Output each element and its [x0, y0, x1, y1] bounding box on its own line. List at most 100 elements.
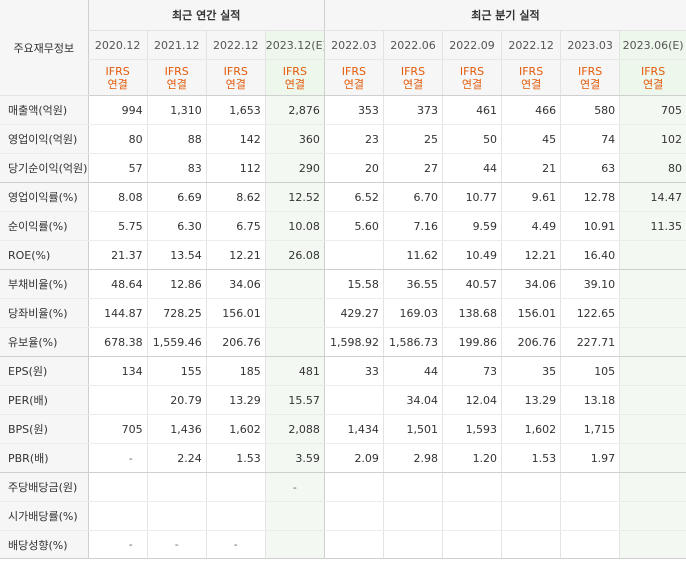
- value-cell: 1,653: [205, 95, 266, 125]
- ifrs-label: IFRS: [459, 64, 485, 78]
- header-group-row: 주요재무정보 최근 연간 실적 최근 분기 실적: [0, 0, 686, 96]
- value-cell: 88: [146, 124, 207, 154]
- value-cell: [264, 530, 325, 559]
- value-cell: 1,593: [441, 414, 502, 444]
- value-cell: 15.58: [323, 269, 384, 299]
- value-cell: 1,436: [146, 414, 207, 444]
- value-cell: 13.29: [205, 385, 266, 415]
- row-label: 당기순이익(억원): [0, 153, 89, 183]
- value-cell: [264, 327, 325, 357]
- table-body: 매출액(억원) 994 1,310 1,653 2,876 353 373 461 466 580…: [0, 95, 686, 559]
- value-cell: 705: [87, 414, 148, 444]
- value-cell: 10.08: [264, 211, 325, 241]
- value-cell: 2.09: [323, 443, 384, 473]
- accounting-standard-header: IFRS 연결: [560, 59, 620, 96]
- value-cell: [501, 530, 561, 559]
- value-cell: 6.70: [382, 182, 443, 212]
- consolidated-label: 연결: [343, 77, 365, 91]
- ifrs-label: IFRS: [518, 64, 544, 78]
- value-cell: 1.97: [560, 443, 620, 473]
- consolidated-label: 연결: [402, 77, 424, 91]
- value-cell: 50: [441, 124, 502, 154]
- annual-group-header: 최근 연간 실적: [87, 0, 325, 31]
- value-cell: 21: [501, 153, 561, 183]
- value-cell: 16.40: [560, 240, 620, 270]
- value-cell: 57: [87, 153, 148, 183]
- period-header: 2023.12(E): [264, 30, 325, 60]
- row-label: PER(배): [0, 385, 89, 415]
- period-header: 2022.12: [205, 30, 266, 60]
- row-label: 주당배당금(원): [0, 472, 89, 502]
- value-cell: 12.04: [441, 385, 502, 415]
- value-cell: 1,602: [205, 414, 266, 444]
- row-label: 부채비율(%): [0, 269, 89, 299]
- value-cell: 6.75: [205, 211, 266, 241]
- accounting-standard-header: IFRS 연결: [264, 59, 325, 96]
- quarter-group-header: 최근 분기 실적: [323, 0, 686, 31]
- value-cell: 12.21: [501, 240, 561, 270]
- value-cell: 13.18: [560, 385, 620, 415]
- value-cell: -: [87, 443, 148, 473]
- value-cell: [264, 501, 325, 531]
- value-cell: 678.38: [87, 327, 148, 357]
- consolidated-label: 연결: [284, 77, 305, 91]
- period-header: 2021.12: [146, 30, 207, 60]
- value-cell: [87, 385, 148, 415]
- value-cell: 466: [501, 95, 561, 125]
- value-cell: [441, 501, 502, 531]
- value-cell: [382, 530, 443, 559]
- value-cell: 7.16: [382, 211, 443, 241]
- row-label: 배당성향(%): [0, 530, 89, 559]
- table-row: EPS(원) 134 155 185 481 33 44 73 35 105: [0, 356, 686, 386]
- row-label: ROE(%): [0, 240, 89, 270]
- table-row: 부채비율(%) 48.64 12.86 34.06 15.58 36.55 40.57 34.…: [0, 269, 686, 299]
- consolidated-label: 연결: [520, 77, 542, 91]
- value-cell: [619, 530, 686, 559]
- value-cell: 20: [323, 153, 384, 183]
- value-cell: [619, 443, 686, 473]
- value-cell: 80: [619, 153, 686, 183]
- value-cell: 580: [560, 95, 620, 125]
- table-row: PER(배) 20.79 13.29 15.57 34.04 12.04 13.29 13.1…: [0, 385, 686, 415]
- value-cell: 33: [323, 356, 384, 386]
- accounting-standard-header: IFRS 연결: [382, 59, 443, 96]
- row-label: 순이익률(%): [0, 211, 89, 241]
- standard-header-row: IFRS 연결 IFRS 연결 IFRS 연결 IFRS 연결 IFRS 연결 IFRS 연결 IFRS…: [0, 59, 686, 96]
- value-cell: 2,088: [264, 414, 325, 444]
- value-cell: [619, 327, 686, 357]
- value-cell: 481: [264, 356, 325, 386]
- value-cell: 206.76: [205, 327, 266, 357]
- value-cell: [146, 501, 207, 531]
- value-cell: 12.21: [205, 240, 266, 270]
- value-cell: 12.78: [560, 182, 620, 212]
- value-cell: [619, 269, 686, 299]
- value-cell: 142: [205, 124, 266, 154]
- value-cell: 206.76: [501, 327, 561, 357]
- value-cell: 13.54: [146, 240, 207, 270]
- value-cell: 138.68: [441, 298, 502, 328]
- table-row: 영업이익률(%) 8.08 6.69 8.62 12.52 6.52 6.70 10.77 9.…: [0, 182, 686, 212]
- table-row: 영업이익(억원) 80 88 142 360 23 25 50 45 74 102: [0, 124, 686, 154]
- value-cell: 102: [619, 124, 686, 154]
- value-cell: 35: [501, 356, 561, 386]
- value-cell: 45: [501, 124, 561, 154]
- row-label: 매출액(억원): [0, 95, 89, 125]
- value-cell: 1,715: [560, 414, 620, 444]
- value-cell: [441, 530, 502, 559]
- value-cell: 144.87: [87, 298, 148, 328]
- value-cell: 1,586.73: [382, 327, 443, 357]
- value-cell: 1.53: [205, 443, 266, 473]
- value-cell: 156.01: [205, 298, 266, 328]
- value-cell: [619, 298, 686, 328]
- consolidated-label: 연결: [225, 77, 246, 91]
- accounting-standard-header: IFRS 연결: [87, 59, 148, 96]
- value-cell: -: [205, 530, 266, 559]
- value-cell: 6.30: [146, 211, 207, 241]
- row-label: 당좌비율(%): [0, 298, 89, 328]
- value-cell: [501, 472, 561, 502]
- value-cell: 461: [441, 95, 502, 125]
- consolidated-label: 연결: [166, 77, 187, 91]
- value-cell: 10.77: [441, 182, 502, 212]
- value-cell: 705: [619, 95, 686, 125]
